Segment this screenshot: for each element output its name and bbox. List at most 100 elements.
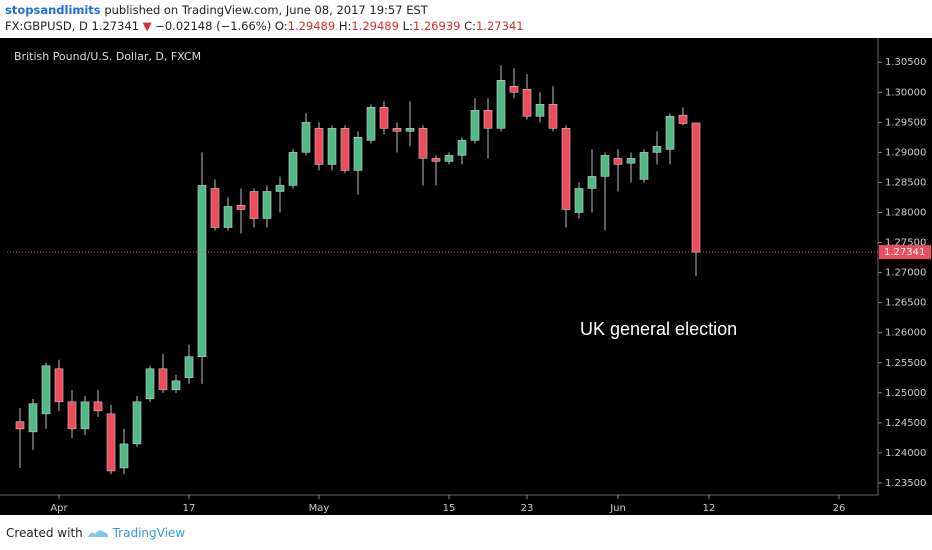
footer: Created with TradingView — [6, 525, 185, 540]
ohlc-key: H: — [338, 19, 352, 33]
candle-body — [301, 122, 311, 153]
candle-body — [509, 86, 519, 93]
candle-body — [275, 185, 285, 192]
y-tick-label: 1.28500 — [885, 177, 926, 188]
x-tick-label: Jun — [609, 503, 626, 514]
arrow: ▼ — [142, 19, 152, 33]
y-tick-label: 1.24000 — [885, 448, 926, 459]
chart: British Pound/U.S. Dollar, D, FXCM UK ge… — [0, 38, 932, 515]
candle-body — [340, 128, 350, 171]
candle-body — [470, 110, 480, 141]
last: 1.27341 — [91, 19, 140, 33]
last-price-box — [879, 245, 931, 260]
candle-body — [431, 158, 441, 162]
author[interactable]: stopsandlimits — [5, 3, 101, 17]
candle-body — [405, 128, 415, 132]
x-tick-label: Apr — [50, 503, 68, 514]
chart-background — [0, 38, 932, 515]
x-tick-label: 23 — [521, 503, 534, 514]
ohlc-h: H:1.29489 — [339, 19, 399, 33]
created: Created with — [6, 526, 83, 540]
candle-body — [574, 188, 584, 213]
candle-body — [678, 114, 688, 124]
candle-body — [379, 107, 389, 129]
x-tick-label: 15 — [443, 503, 456, 514]
candle-body — [652, 146, 662, 153]
change: −0.02148 (−1.66%) — [155, 19, 272, 33]
chart-title: British Pound/U.S. Dollar, D, FXCM — [14, 50, 201, 63]
candle-body — [314, 128, 324, 165]
annotation: UK general election — [580, 319, 737, 339]
brand[interactable]: TradingView — [112, 526, 186, 540]
candle-body — [288, 152, 298, 186]
y-tick-label: 1.25000 — [885, 388, 926, 399]
candle-body — [171, 380, 181, 391]
candle-body — [262, 191, 272, 219]
ohlc-key: O: — [274, 19, 288, 33]
candle-body — [548, 104, 558, 129]
ohlc-value: 1.26939 — [412, 19, 461, 33]
candle-body — [80, 401, 90, 430]
candle-body — [236, 205, 246, 210]
last-price-label: 1.27341 — [884, 247, 925, 258]
y-tick-label: 1.23500 — [885, 478, 926, 489]
y-tick-label: 1.24500 — [885, 418, 926, 429]
candle-body — [444, 155, 454, 162]
ohlc-l: L:1.26939 — [403, 19, 461, 33]
y-tick-label: 1.27500 — [885, 238, 926, 249]
y-tick-label: 1.29500 — [885, 117, 926, 128]
y-tick-label: 1.25500 — [885, 358, 926, 369]
x-tick-label: 12 — [703, 503, 716, 514]
candle-body — [93, 401, 103, 412]
candle-body — [496, 80, 506, 129]
candle-body — [184, 356, 194, 379]
logo — [87, 530, 108, 537]
candle-body — [132, 401, 142, 445]
candle-body — [15, 421, 25, 430]
published: published on TradingView.com, June 08, 2… — [104, 3, 428, 17]
x-tick-label: 17 — [183, 503, 196, 514]
y-tick-label: 1.26500 — [885, 298, 926, 309]
candle-body — [600, 155, 610, 177]
candle-body — [418, 128, 428, 159]
y-tick-label: 1.28000 — [885, 208, 926, 219]
header-line: stopsandlimits published on TradingView.… — [5, 2, 524, 18]
candle-body — [522, 89, 532, 117]
candle-body — [28, 403, 38, 433]
candle-body — [223, 206, 233, 228]
candle-body — [613, 158, 623, 165]
ohlc-value: 1.27341 — [476, 19, 524, 33]
candle-body — [106, 413, 116, 472]
ohlc-value: 1.29489 — [351, 19, 399, 33]
ohlc-value: 1.29489 — [287, 19, 336, 33]
candle-body — [353, 137, 363, 171]
candle-body — [535, 104, 545, 117]
candle-body — [587, 176, 597, 189]
candle-body — [158, 368, 168, 391]
candle-body — [691, 122, 701, 253]
candle-body — [561, 128, 571, 210]
y-tick-label: 1.30000 — [885, 87, 926, 98]
candle-body — [54, 368, 64, 403]
ohlc-key: C: — [464, 19, 477, 33]
candle-body — [67, 401, 77, 430]
quote-line: FX:GBPUSD, D 1.27341 ▼ −0.02148 (−1.66%)… — [5, 18, 524, 34]
y-tick-label: 1.30500 — [885, 57, 926, 68]
ohlc-o: O:1.29489 — [275, 19, 335, 33]
ohlc-c: C:1.27341 — [464, 19, 523, 33]
candle-body — [483, 110, 493, 129]
candle-body — [392, 128, 402, 132]
candle-body — [41, 365, 51, 415]
x-tick-label: 26 — [833, 503, 846, 514]
candle-body — [457, 140, 467, 156]
y-tick-label: 1.27000 — [885, 268, 926, 279]
symbol: FX:GBPUSD, D — [5, 19, 88, 33]
candle-body — [249, 191, 259, 219]
candle-body — [366, 107, 376, 141]
candle-body — [665, 116, 675, 150]
y-tick-label: 1.29000 — [885, 147, 926, 158]
y-tick-label: 1.26000 — [885, 328, 926, 339]
candle-body — [210, 188, 220, 228]
candle-body — [327, 128, 337, 165]
